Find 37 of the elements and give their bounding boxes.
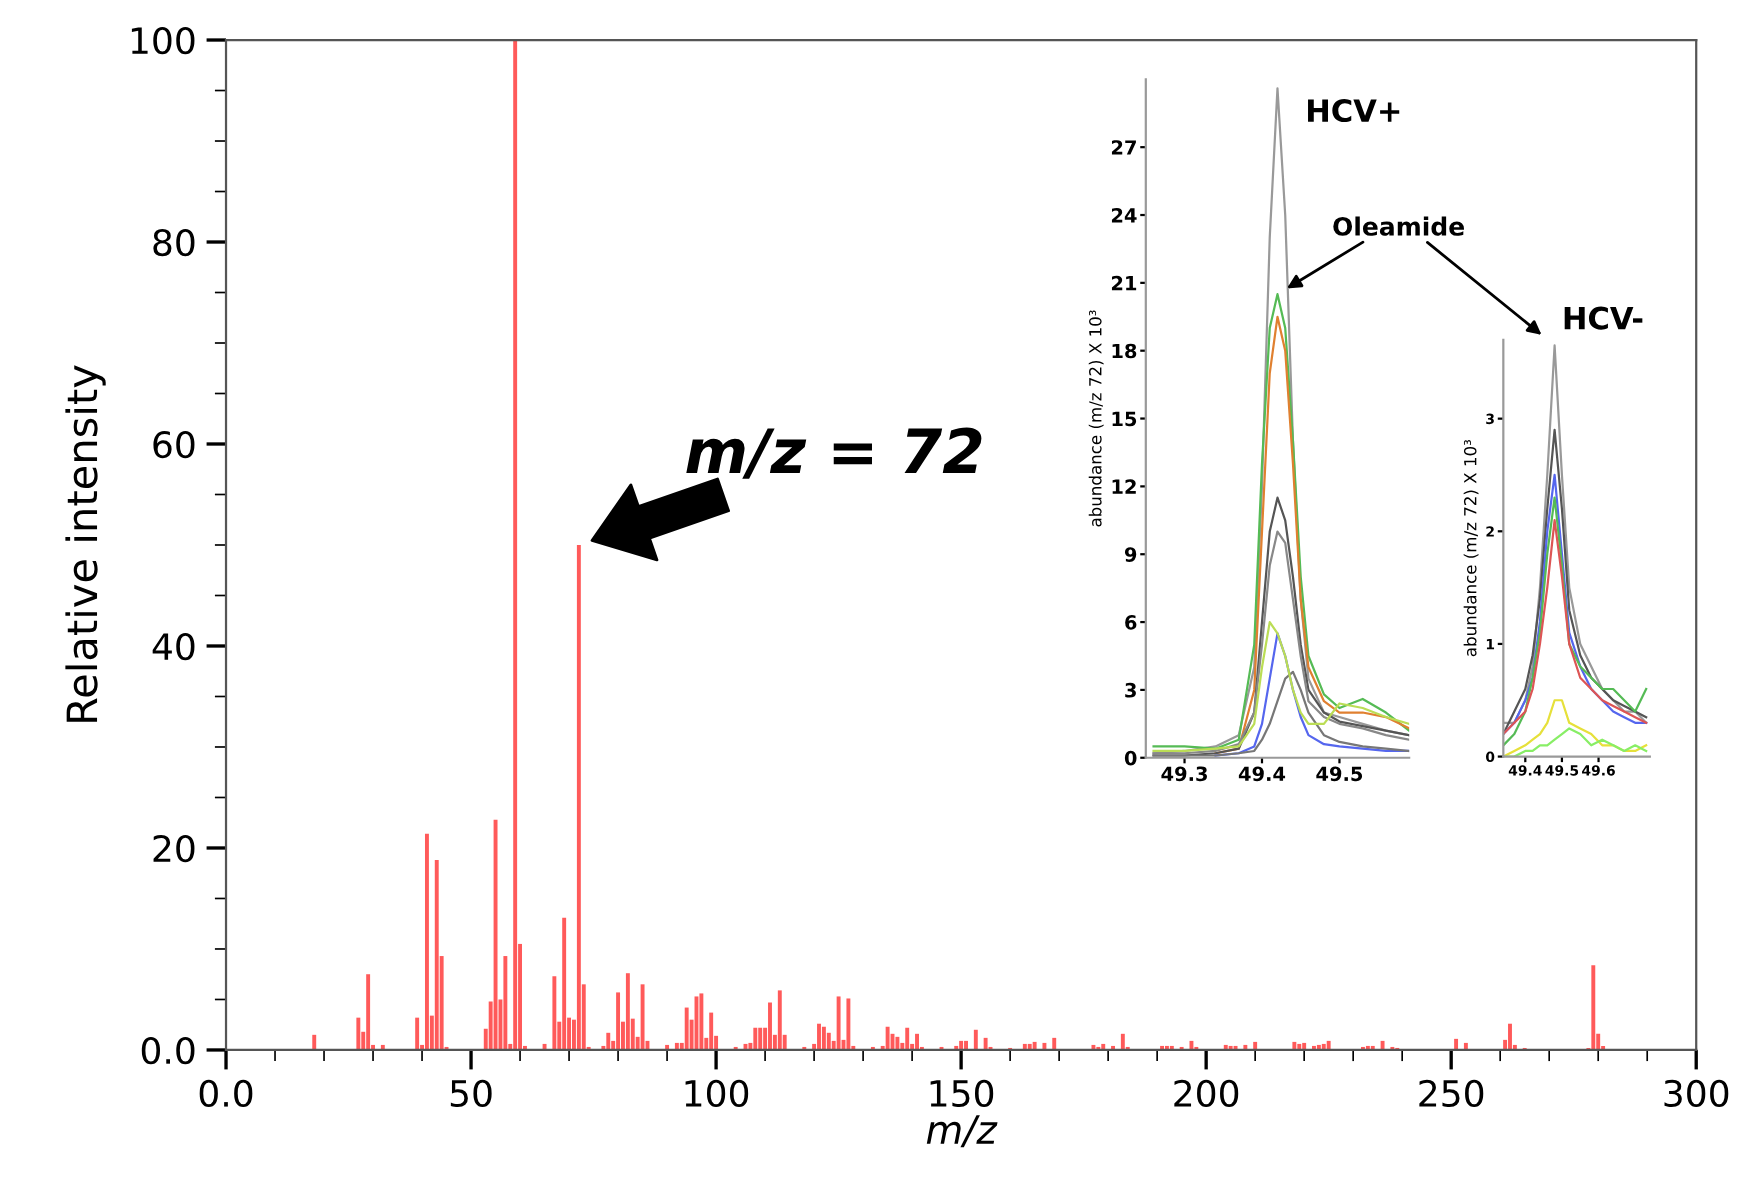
x-tick-label: 49.3	[1161, 766, 1207, 782]
y-tick-label: 27	[1111, 140, 1136, 155]
y-tick-label: 24	[1111, 207, 1137, 223]
x-tick-label: 0.0	[199, 1079, 253, 1108]
y-tick-label: 18	[1112, 343, 1137, 359]
y-tick-label: 0.0	[141, 1036, 195, 1065]
x-axis-title: m/z	[926, 1115, 998, 1148]
x-tick-label: 300	[1664, 1079, 1729, 1108]
x-tick-label: 100	[685, 1079, 749, 1108]
y-tick-label: 100	[131, 26, 195, 55]
y-tick-label: 20	[153, 834, 195, 863]
text: HCV+	[1308, 99, 1400, 123]
annotation: Oleamide	[1333, 216, 1464, 236]
y-tick-label: 12	[1112, 479, 1136, 494]
x-tick-label: 250	[1419, 1079, 1484, 1108]
y-axis-title: abundance (m/z 72) X 10³	[1088, 310, 1104, 527]
y-tick-label: 80	[153, 228, 195, 257]
y-tick-label: 6	[1125, 615, 1137, 630]
y-tick-label: 40	[152, 632, 195, 661]
y-tick-label: 0	[1124, 750, 1137, 766]
y-axis-title: abundance (m/z 72) X 10³	[1463, 440, 1479, 657]
y-tick-label: 21	[1111, 275, 1137, 291]
x-tick-label: 200	[1174, 1079, 1239, 1108]
y-axis-title: Relative intensity	[65, 365, 106, 722]
y-tick-label: 3	[1125, 682, 1136, 698]
line-series	[1152, 620, 1410, 753]
y-tick-label: 9	[1124, 547, 1137, 562]
x-tick-label: 150	[930, 1079, 994, 1108]
x-tick-label: 49.4	[1238, 766, 1286, 782]
x-tick-label: 49.5	[1316, 766, 1363, 782]
line-series	[1152, 670, 1410, 757]
line-series	[1152, 293, 1410, 750]
y-tick-label: 15	[1112, 411, 1137, 427]
x-tick-label: 50	[450, 1079, 492, 1108]
annotation: m/z = 72	[686, 427, 982, 479]
chart-title: HCV-	[1564, 306, 1643, 330]
y-tick-label: 60	[153, 430, 195, 459]
